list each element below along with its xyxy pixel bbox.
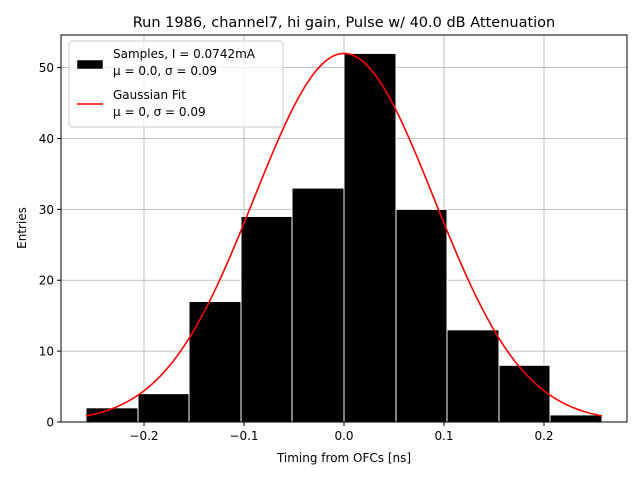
chart-title: Run 1986, channel7, hi gain, Pulse w/ 40… — [133, 15, 556, 31]
legend-box — [68, 40, 284, 128]
x-tick-label: 0.0 — [334, 429, 353, 443]
histogram-bar — [137, 393, 190, 423]
gaussian-fit-curve — [85, 52, 603, 417]
x-tick-label: −0.1 — [229, 429, 258, 443]
legend-samples-swatch — [76, 59, 104, 70]
histogram-bar — [395, 208, 448, 423]
y-axis-label: Entries — [15, 207, 29, 249]
y-tick-label: 10 — [39, 345, 54, 359]
histogram-bar — [240, 215, 293, 423]
legend-samples-label: Samples, I = 0.0742mA — [113, 47, 256, 61]
legend-fit-label: Gaussian Fit — [113, 88, 186, 102]
y-tick-label: 40 — [39, 132, 54, 146]
y-axis-ticks: 0 10 20 30 40 50 — [39, 61, 61, 430]
y-tick-label: 20 — [39, 274, 54, 288]
legend-fit-stats: μ = 0, σ = 0.09 — [113, 105, 206, 119]
histogram-bars — [85, 52, 603, 423]
legend: Samples, I = 0.0742mA μ = 0.0, σ = 0.09 … — [68, 40, 284, 128]
histogram-bar — [291, 187, 345, 423]
histogram-bar — [446, 329, 500, 423]
legend-samples-stats: μ = 0.0, σ = 0.09 — [113, 64, 217, 78]
x-tick-label: 0.1 — [434, 429, 453, 443]
y-tick-label: 50 — [39, 61, 54, 75]
histogram-bar — [498, 364, 551, 423]
histogram-bar — [549, 414, 603, 423]
x-axis-label: Timing from OFCs [ns] — [276, 451, 411, 465]
x-tick-label: 0.2 — [534, 429, 553, 443]
histogram-bar — [343, 52, 397, 423]
histogram-bar — [188, 301, 242, 423]
y-tick-label: 30 — [39, 203, 54, 217]
y-tick-label: 0 — [46, 416, 54, 430]
x-axis-ticks: −0.2 −0.1 0.0 0.1 0.2 — [129, 422, 554, 443]
x-tick-label: −0.2 — [129, 429, 158, 443]
